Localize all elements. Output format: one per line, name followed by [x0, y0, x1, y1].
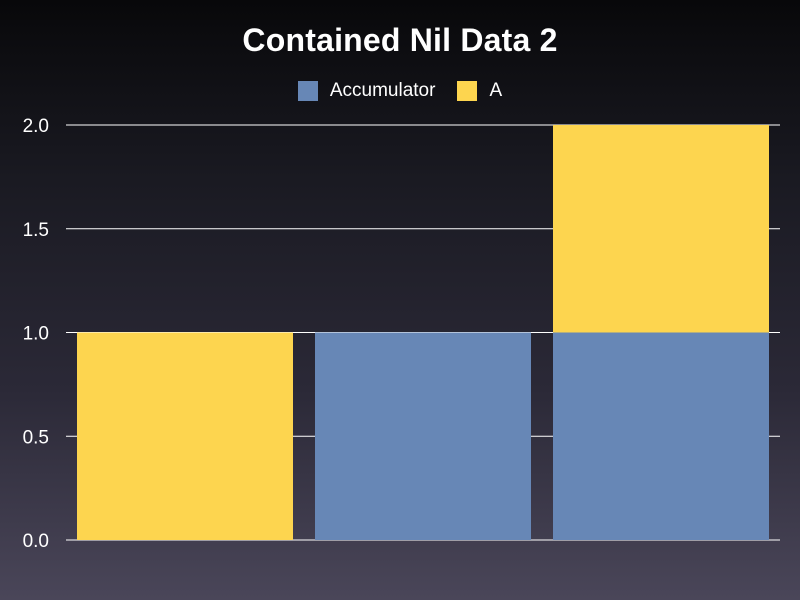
y-tick-label: 0.5	[23, 427, 49, 448]
legend-label-a: A	[489, 80, 503, 101]
y-tick-label: 0.0	[23, 531, 49, 552]
bar-a-1[interactable]	[77, 332, 293, 541]
legend-item-accumulator[interactable]: Accumulator	[297, 80, 436, 102]
legend-swatch-accumulator	[297, 81, 318, 101]
legend-swatch-a	[457, 81, 478, 101]
y-tick-label: 2.0	[23, 116, 49, 137]
bar-accumulator-2[interactable]	[315, 332, 531, 541]
legend-label-accumulator: Accumulator	[329, 80, 436, 101]
bar-a-3[interactable]	[553, 125, 769, 333]
chart-legend: Accumulator A	[0, 80, 800, 102]
y-tick-label: 1.0	[23, 324, 49, 345]
legend-item-a[interactable]: A	[457, 80, 502, 102]
y-tick-label: 1.5	[23, 220, 49, 241]
chart-title: Contained Nil Data 2	[242, 22, 558, 58]
bar-accumulator-3[interactable]	[553, 332, 769, 541]
